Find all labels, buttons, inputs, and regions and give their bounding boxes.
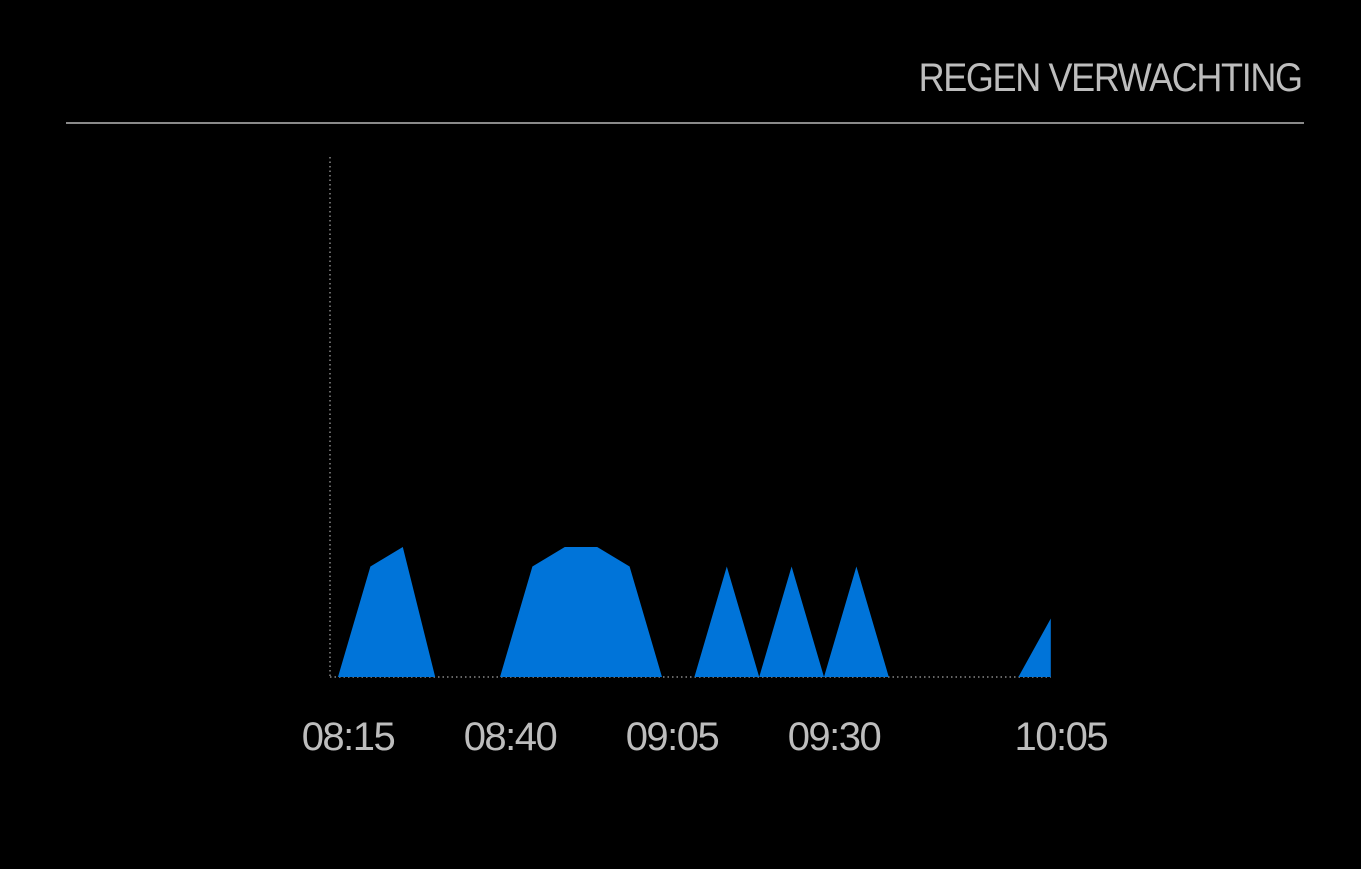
- rain-area-series: [338, 547, 1051, 677]
- chart-axes: [329, 157, 1051, 678]
- x-tick-label: 08:15: [302, 715, 395, 759]
- rain-area-path-0: [338, 547, 1051, 677]
- x-tick-label: 10:05: [1014, 715, 1107, 759]
- module-header: REGEN VERWACHTING: [66, 52, 1304, 124]
- module-title: REGEN VERWACHTING: [918, 56, 1303, 100]
- x-tick-label: 08:40: [464, 715, 557, 759]
- x-tick-label: 09:30: [788, 715, 881, 759]
- x-axis-tick-labels: 08:15 08:40 09:05 09:30 10:05: [302, 715, 1109, 759]
- x-tick-label: 09:05: [626, 715, 719, 759]
